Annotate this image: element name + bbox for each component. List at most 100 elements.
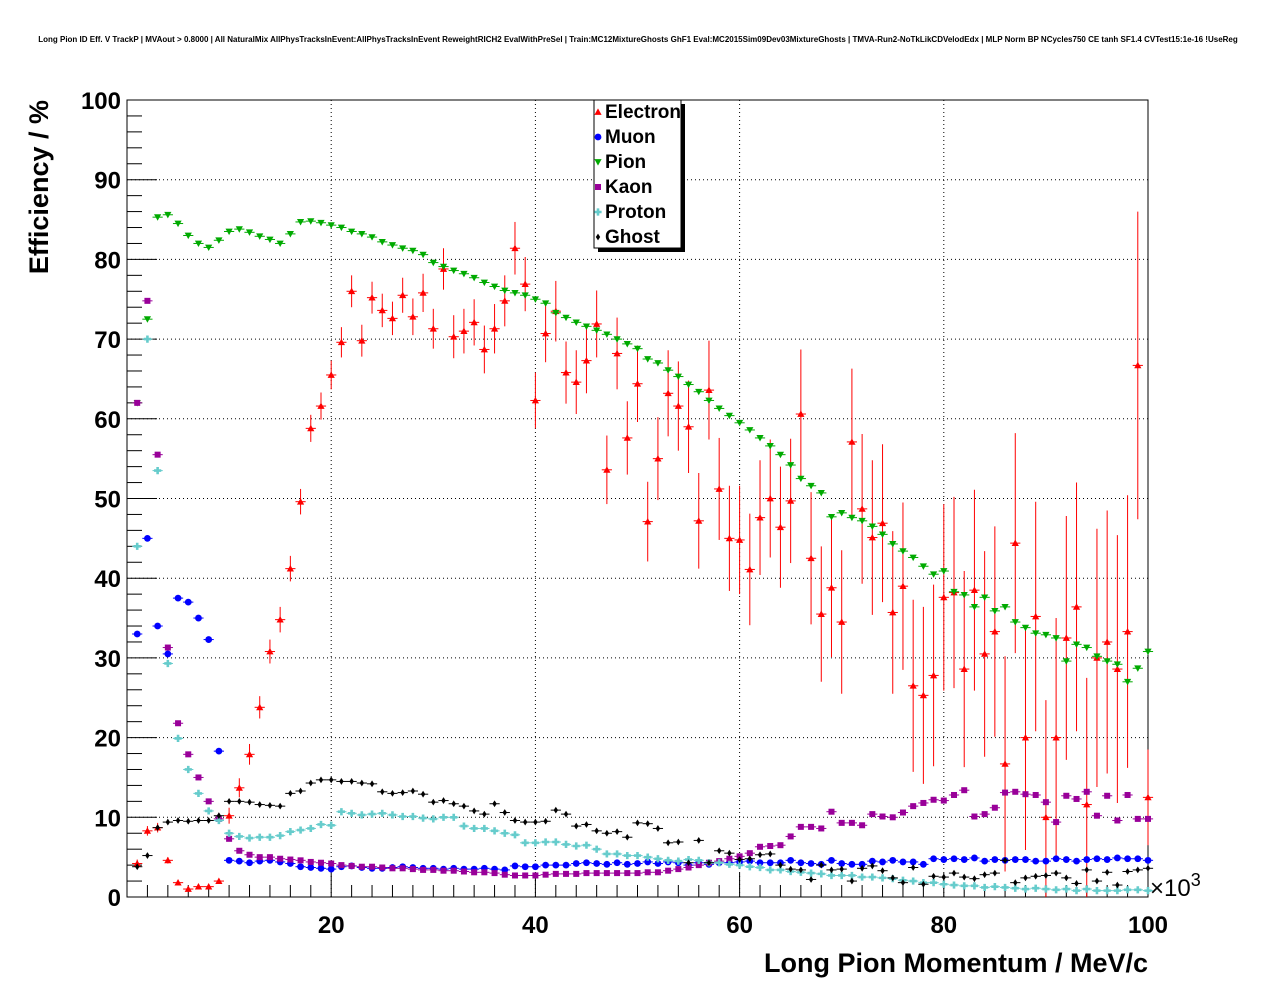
pion-point bbox=[511, 289, 519, 297]
ghost-point bbox=[839, 865, 844, 873]
kaon-point bbox=[614, 870, 621, 877]
pion-point bbox=[296, 219, 305, 226]
ghost-point bbox=[870, 862, 875, 870]
proton-point bbox=[511, 831, 519, 839]
proton-point bbox=[174, 734, 182, 742]
kaon-point bbox=[654, 869, 661, 876]
kaon-point bbox=[624, 870, 631, 877]
y-tick-label: 100 bbox=[81, 88, 121, 115]
kaon-point bbox=[317, 859, 324, 866]
ghost-point bbox=[859, 864, 865, 872]
pion-point bbox=[521, 292, 529, 299]
muon-point bbox=[1134, 855, 1142, 863]
kaon-point bbox=[511, 872, 518, 879]
proton-point bbox=[848, 871, 856, 880]
muon-point bbox=[195, 614, 202, 622]
series-kaon bbox=[132, 297, 1154, 879]
muon-point bbox=[613, 859, 621, 867]
electron-point bbox=[143, 827, 152, 834]
kaon-point bbox=[164, 644, 171, 651]
pion-point bbox=[164, 211, 172, 219]
proton-point bbox=[460, 822, 468, 830]
pion-point bbox=[674, 373, 682, 381]
kaon-point bbox=[307, 858, 314, 865]
electron-point bbox=[878, 519, 887, 527]
kaon-point bbox=[542, 871, 549, 878]
electron-point bbox=[266, 647, 274, 655]
electron-point bbox=[654, 455, 662, 462]
pion-point bbox=[337, 224, 346, 232]
kaon-point bbox=[685, 864, 692, 871]
kaon-point bbox=[185, 751, 192, 758]
pion-point bbox=[429, 259, 437, 267]
proton-point bbox=[562, 840, 570, 848]
electron-point bbox=[725, 534, 733, 542]
proton-point bbox=[1021, 885, 1030, 893]
electron-point bbox=[1134, 361, 1142, 369]
proton-point bbox=[725, 860, 733, 868]
y-tick-label: 0 bbox=[108, 885, 121, 912]
ghost-point bbox=[1145, 864, 1151, 872]
ghost-point bbox=[380, 788, 385, 796]
muon-point bbox=[940, 856, 948, 863]
proton-point bbox=[1093, 887, 1101, 895]
kaon-point bbox=[808, 823, 815, 830]
muon-point bbox=[205, 636, 213, 643]
electron-point bbox=[174, 879, 182, 886]
ghost-point bbox=[737, 856, 742, 863]
ghost-point bbox=[277, 802, 283, 810]
ghost-point bbox=[543, 817, 548, 825]
kaon-point bbox=[205, 798, 212, 805]
electron-point bbox=[317, 402, 325, 409]
proton-point bbox=[633, 851, 642, 860]
ghost-point bbox=[216, 812, 222, 820]
y-tick-label: 20 bbox=[94, 726, 121, 753]
pion-point bbox=[1113, 661, 1121, 668]
electron-point bbox=[501, 297, 509, 304]
electron-point bbox=[470, 318, 478, 326]
pion-point bbox=[991, 607, 999, 615]
pion-point bbox=[613, 336, 621, 343]
pion-point bbox=[684, 381, 693, 389]
muon-point bbox=[133, 630, 141, 638]
ghost-point bbox=[880, 867, 885, 875]
kaon-point bbox=[563, 870, 570, 877]
muon-point bbox=[654, 860, 662, 867]
proton-point bbox=[1072, 887, 1081, 895]
pion-point bbox=[215, 237, 223, 244]
electron-point bbox=[766, 494, 774, 502]
kaon-point bbox=[256, 854, 263, 861]
proton-point bbox=[1032, 884, 1040, 892]
electron-point bbox=[286, 565, 294, 572]
kaon-point bbox=[175, 720, 182, 727]
proton-point bbox=[715, 859, 723, 867]
kaon-point bbox=[593, 870, 600, 877]
legend-marker-pion bbox=[594, 159, 602, 166]
ghost-point bbox=[747, 855, 753, 863]
ghost-point bbox=[1023, 874, 1028, 882]
series-proton bbox=[132, 335, 1154, 895]
muon-point bbox=[981, 857, 989, 865]
electron-point bbox=[1001, 760, 1009, 767]
pion-point bbox=[368, 234, 376, 241]
electron-point bbox=[409, 313, 417, 320]
legend-label-muon: Muon bbox=[605, 127, 656, 148]
muon-point bbox=[634, 860, 641, 867]
kaon-point bbox=[1053, 819, 1060, 826]
electron-point bbox=[184, 885, 192, 892]
muon-point bbox=[1124, 855, 1131, 863]
x-tick-label: 100 bbox=[1128, 912, 1168, 939]
muon-point bbox=[797, 859, 805, 867]
proton-point bbox=[1144, 887, 1152, 895]
muon-point bbox=[235, 857, 243, 865]
electron-point bbox=[991, 627, 999, 635]
ghost-point bbox=[359, 779, 365, 787]
kaon-point bbox=[277, 855, 284, 862]
pion-point bbox=[858, 517, 866, 525]
ghost-point bbox=[1002, 856, 1008, 864]
y-tick-label: 90 bbox=[94, 168, 121, 195]
proton-point bbox=[756, 863, 764, 872]
kaon-point bbox=[767, 842, 774, 849]
pion-point bbox=[1093, 653, 1101, 660]
ghost-point bbox=[1064, 874, 1069, 882]
